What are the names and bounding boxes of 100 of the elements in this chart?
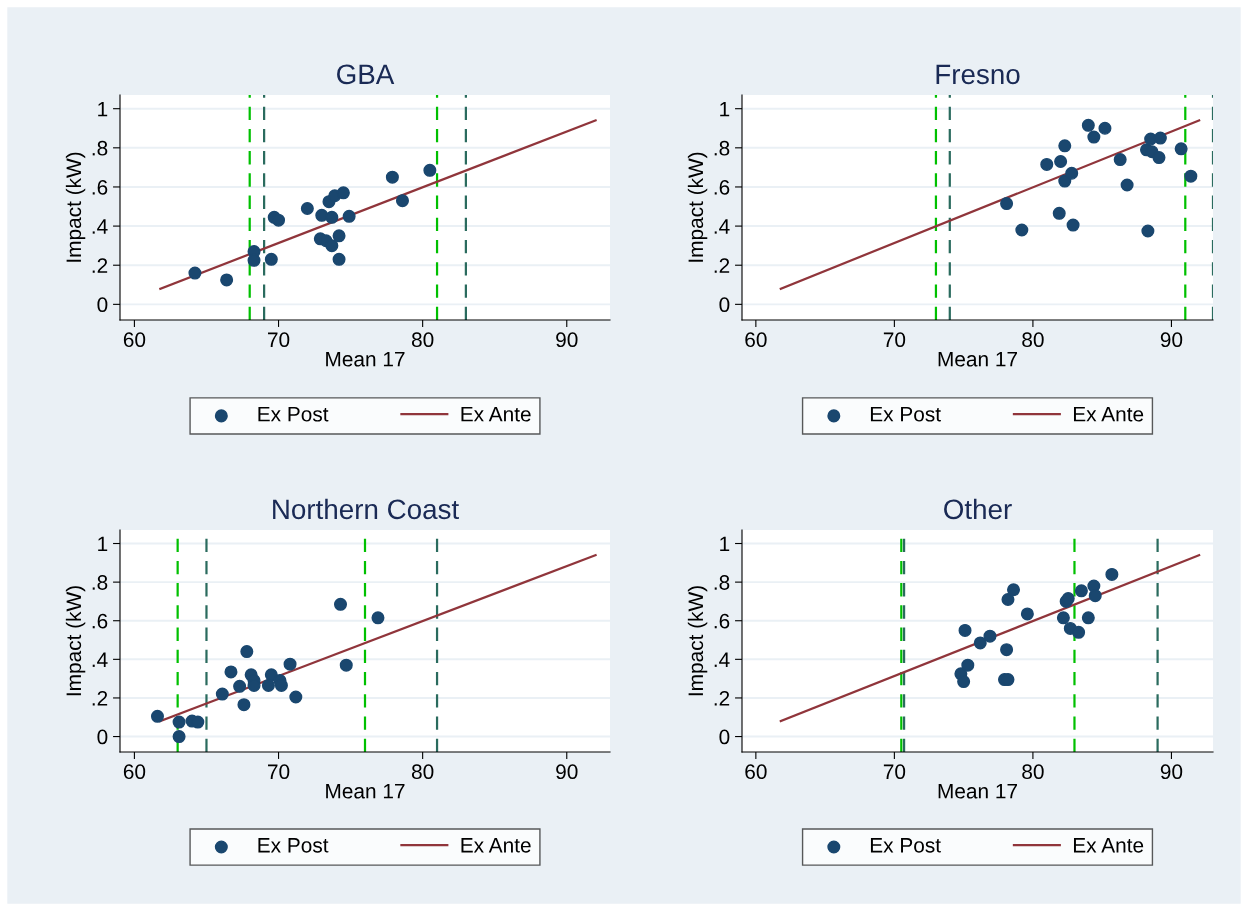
y-tick-label: 1: [720, 101, 730, 117]
x-axis-title: Mean 17: [326, 783, 405, 799]
y-tick-label: .4: [714, 652, 730, 667]
point: [1081, 611, 1095, 625]
point: [1088, 589, 1102, 603]
point: [423, 163, 437, 177]
chart-title: Other: [944, 498, 1012, 520]
y-axis-title: Impact (kW): [65, 586, 86, 696]
x-tick-label: 60: [745, 332, 767, 348]
point: [233, 679, 247, 693]
y-tick-label: 0: [97, 297, 108, 313]
y-tick-label: .2: [92, 258, 108, 273]
point: [264, 668, 278, 682]
point: [224, 665, 238, 679]
y-tick-label: .4: [714, 219, 730, 234]
y-tick-label: .2: [92, 690, 108, 706]
point: [289, 690, 303, 704]
point: [172, 715, 186, 729]
point: [1113, 153, 1127, 167]
legend-label: Ex Ante: [1073, 407, 1144, 422]
point: [958, 623, 972, 637]
x-tick-label: 60: [123, 332, 146, 348]
point: [188, 266, 202, 280]
x-tick-label: 70: [268, 332, 290, 348]
legend-label: Ex Ante: [1073, 838, 1144, 853]
point: [1087, 130, 1101, 144]
point: [172, 730, 186, 744]
point: [240, 645, 254, 659]
y-tick-label: 1: [98, 536, 108, 552]
point: [336, 186, 350, 200]
point: [983, 629, 997, 643]
point: [261, 678, 275, 692]
y-tick-label: .2: [714, 258, 730, 273]
point: [961, 658, 975, 672]
x-tick-label: 80: [1022, 764, 1044, 780]
y-axis-title: Impact (kW): [687, 152, 708, 262]
x-tick-label: 80: [411, 332, 434, 348]
y-axis-title: Impact (kW): [687, 586, 708, 696]
point: [272, 213, 286, 227]
point: [1120, 178, 1134, 192]
x-tick-label: 70: [268, 764, 290, 780]
point: [333, 597, 348, 611]
point: [395, 194, 409, 208]
chart-title: Northern Coast: [273, 498, 459, 520]
point: [1000, 643, 1014, 657]
x-tick-label: 80: [1022, 332, 1044, 348]
point: [371, 611, 385, 625]
point: [1081, 118, 1095, 132]
point: [325, 210, 339, 224]
point: [385, 170, 399, 184]
legend-label: Ex Ante: [461, 407, 531, 422]
point: [220, 273, 234, 287]
point: [1072, 625, 1086, 639]
point: [1141, 224, 1155, 238]
y-tick-label: 0: [97, 729, 108, 745]
x-tick-label: 60: [745, 764, 767, 780]
point: [1152, 151, 1166, 165]
x-axis-title: Mean 17: [326, 351, 405, 367]
point: [1153, 131, 1167, 145]
x-tick-label: 90: [556, 332, 578, 348]
point: [1066, 218, 1080, 232]
point: [332, 252, 346, 266]
x-tick-label: 70: [883, 764, 906, 780]
point: [191, 715, 205, 729]
x-tick-label: 80: [411, 764, 434, 780]
point: [1105, 567, 1119, 581]
point: [957, 675, 971, 689]
point: [1052, 206, 1066, 220]
point: [1020, 607, 1034, 621]
y-tick-label: .8: [92, 140, 108, 156]
x-tick-label: 90: [1160, 332, 1183, 348]
point: [150, 709, 164, 723]
legend-label: Ex Post: [870, 407, 941, 422]
point: [283, 657, 297, 671]
point: [339, 658, 353, 672]
legend-label: Ex Post: [258, 838, 329, 853]
y-tick-label: .2: [714, 690, 730, 706]
legend-label: Ex Post: [870, 838, 941, 853]
x-axis-title: Mean 17: [938, 351, 1017, 367]
point: [1007, 583, 1021, 597]
point: [215, 687, 229, 701]
x-tick-label: 60: [123, 764, 146, 780]
x-axis-title: Mean 17: [938, 783, 1017, 799]
chart-title: Fresno: [936, 64, 1020, 85]
legend-label: Ex Post: [258, 407, 329, 422]
y-tick-label: .6: [92, 179, 108, 195]
y-tick-label: .6: [92, 613, 108, 629]
y-tick-label: 1: [98, 101, 108, 117]
y-tick-label: .8: [714, 140, 730, 156]
legend-label: Ex Ante: [461, 838, 531, 853]
point: [1040, 157, 1054, 171]
y-tick-label: .8: [92, 575, 108, 590]
point: [332, 229, 346, 243]
y-tick-label: 0: [719, 729, 730, 745]
point: [1000, 197, 1014, 211]
point: [1015, 223, 1029, 237]
y-tick-label: .6: [714, 613, 730, 629]
y-tick-label: 0: [719, 297, 730, 313]
point: [1098, 121, 1112, 135]
y-axis-title: Impact (kW): [65, 152, 86, 262]
